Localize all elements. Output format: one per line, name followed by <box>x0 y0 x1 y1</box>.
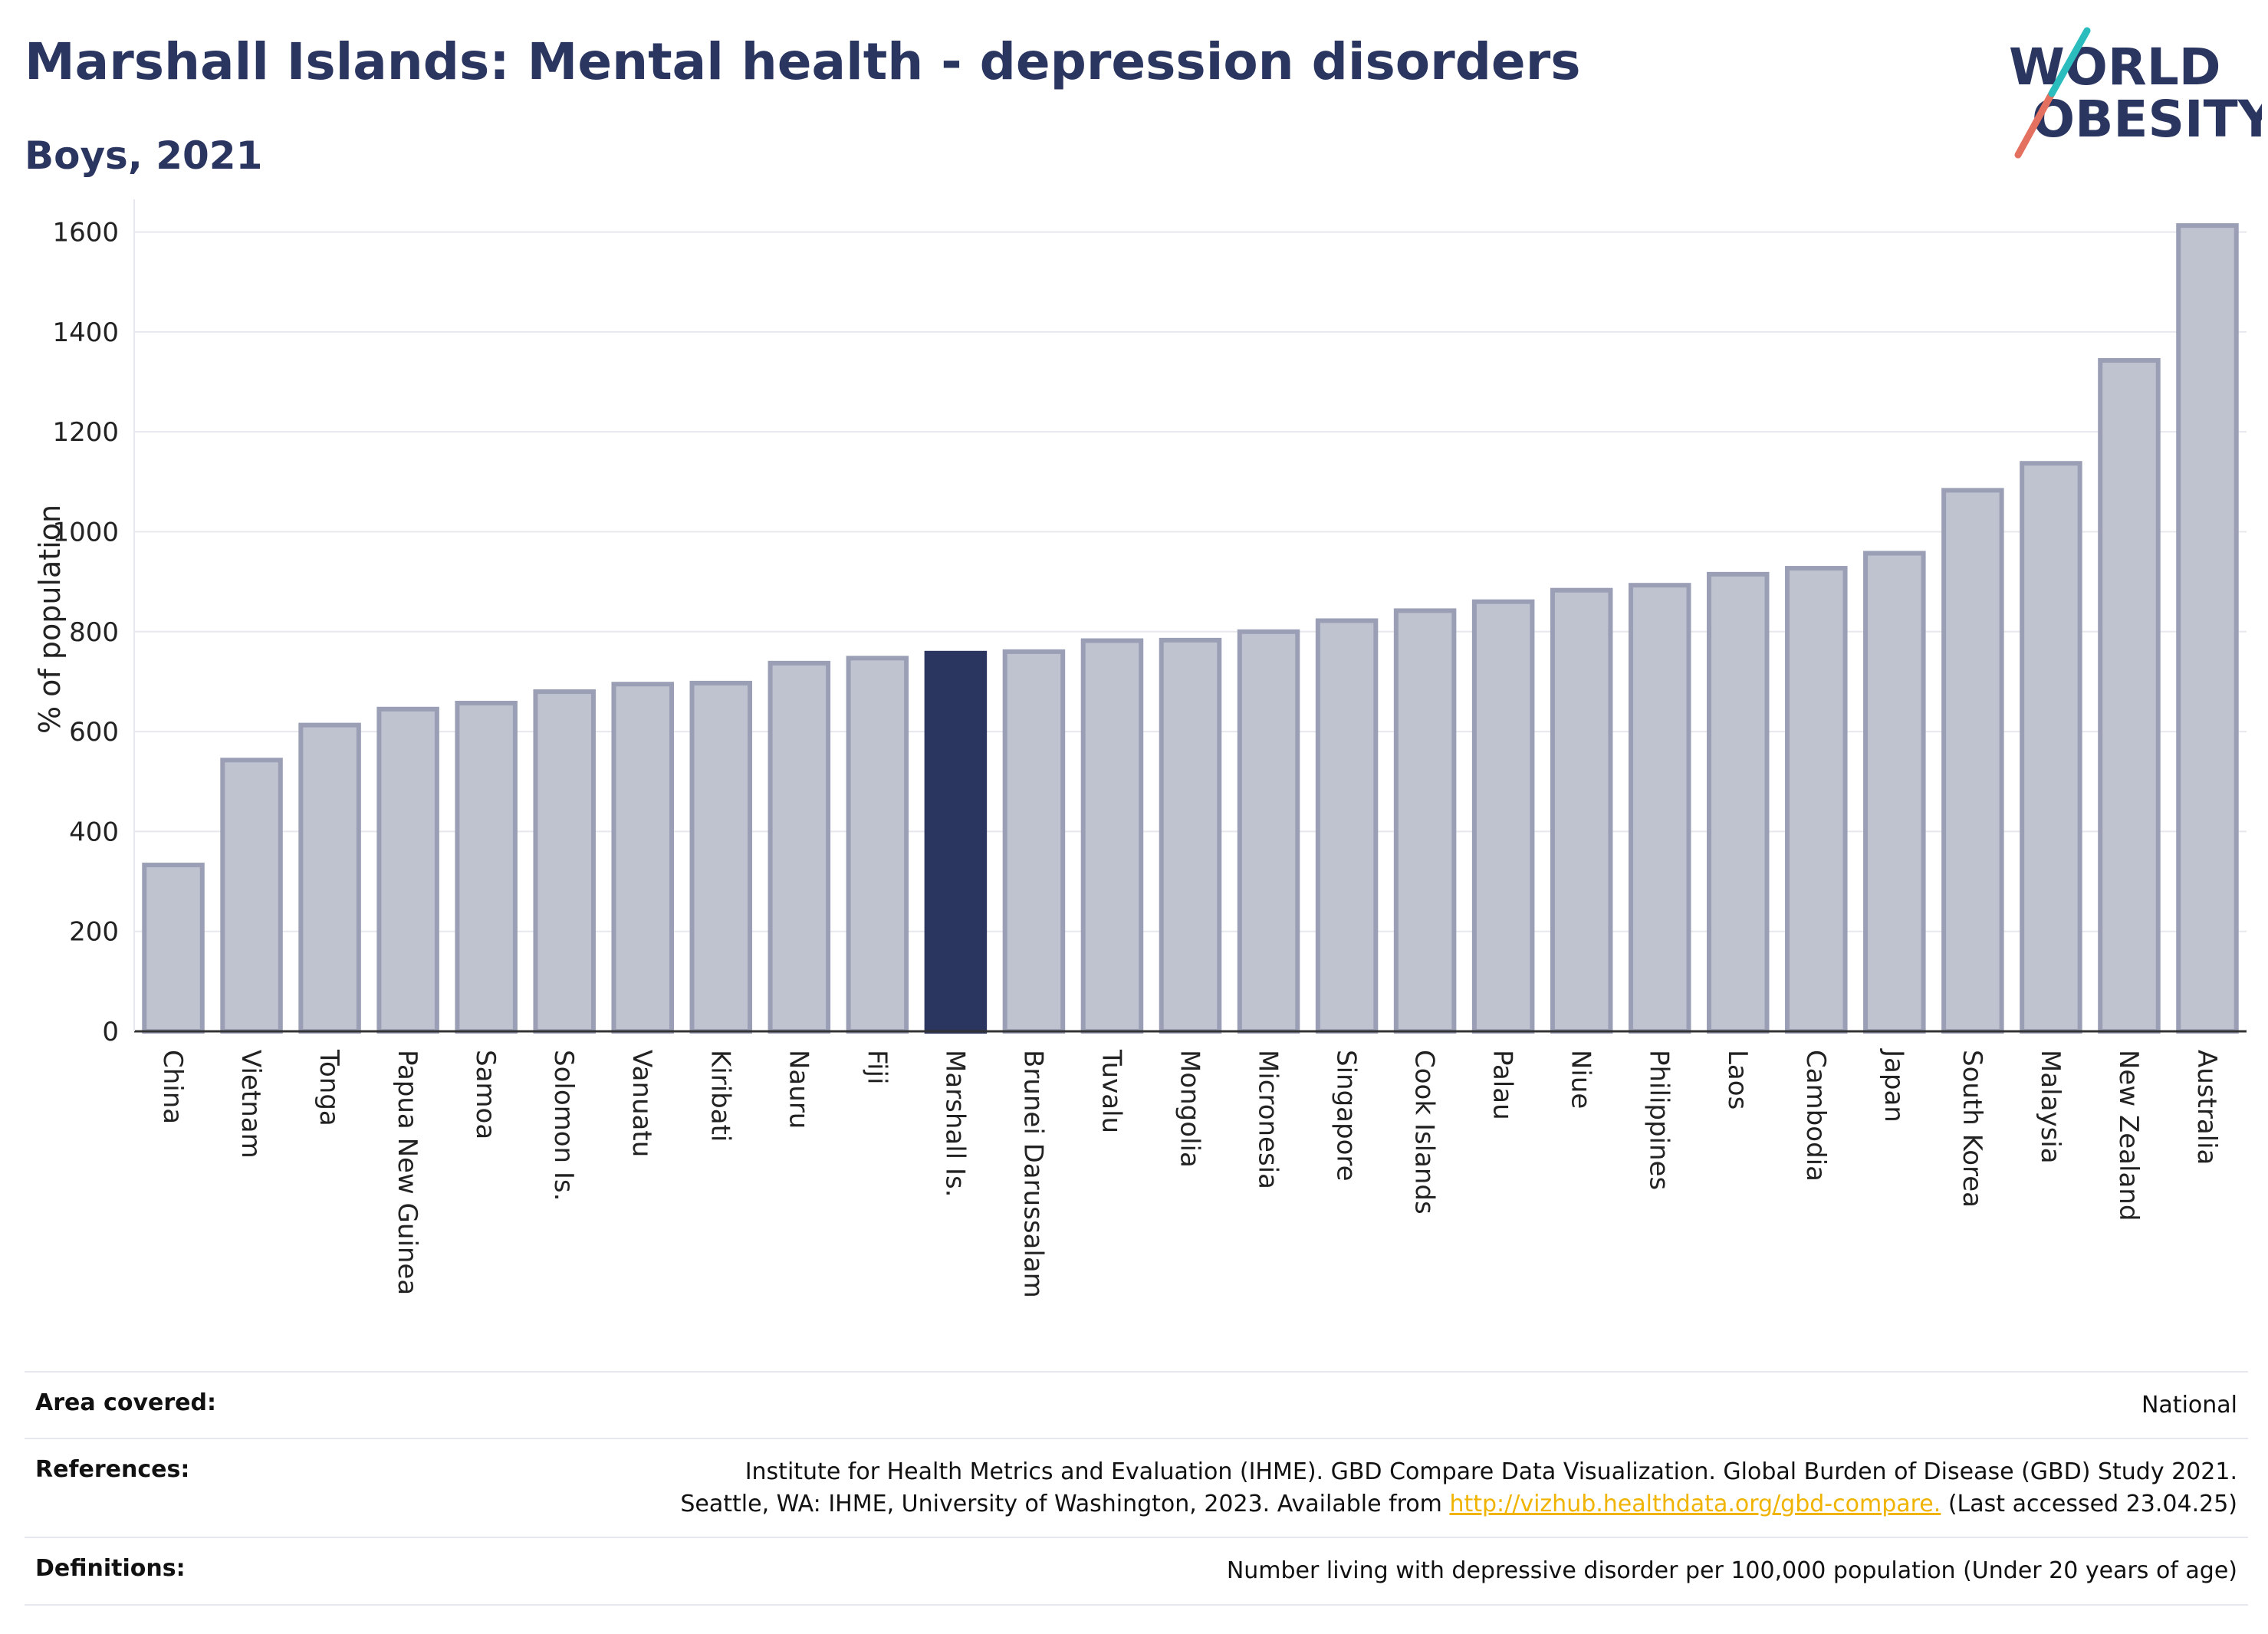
x-tick-label: Kiribati <box>705 1050 735 1142</box>
bar-fiji <box>846 656 909 1034</box>
bar-tuvalu <box>1080 638 1144 1034</box>
x-tick-label: Marshall Is. <box>939 1050 970 1198</box>
bar-japan <box>1863 551 1926 1034</box>
bar-australia <box>2176 223 2239 1034</box>
bar-south-korea <box>1941 488 2004 1034</box>
bar-cook-islands <box>1393 608 1457 1034</box>
x-tick-label: Samoa <box>470 1050 501 1139</box>
x-tick-label: Mongolia <box>1175 1050 1205 1168</box>
references-row: References: Institute for Health Metrics… <box>25 1438 2248 1537</box>
x-tick-label: Papua New Guinea <box>392 1050 422 1295</box>
chart-title: Marshall Islands: Mental health - depres… <box>25 32 1581 91</box>
x-tick-label: Nauru <box>783 1050 814 1129</box>
bar-nauru <box>768 660 831 1034</box>
logo-graphic: WORLD OBESITY <box>2009 27 2268 159</box>
references-label: References: <box>35 1456 190 1484</box>
y-tick-label: 800 <box>69 617 119 648</box>
logo-line1: WORLD <box>2009 38 2221 97</box>
bar-new-zealand <box>2098 358 2161 1034</box>
bars <box>142 223 2239 1034</box>
x-tick-label: Singapore <box>1331 1050 1362 1182</box>
x-tick-label: Vanuatu <box>626 1050 657 1157</box>
x-tick-label: Vietnam <box>235 1050 266 1159</box>
bar-philippines <box>1628 583 1691 1034</box>
x-tick-label: New Zealand <box>2113 1050 2144 1221</box>
area-covered-label: Area covered: <box>35 1389 216 1416</box>
x-tick-label: Malaysia <box>2035 1050 2066 1164</box>
bar-niue <box>1550 587 1613 1034</box>
x-tick-label: Fiji <box>861 1050 892 1084</box>
bar-palau <box>1471 599 1535 1034</box>
references-link[interactable]: http://vizhub.healthdata.org/gbd-compare… <box>1449 1490 1941 1517</box>
y-tick-label: 0 <box>102 1017 119 1047</box>
bar-kiribati <box>689 680 753 1034</box>
logo-line2: OBESITY <box>2032 90 2262 149</box>
y-tick-label: 1000 <box>52 517 119 547</box>
bar-papua-new-guinea <box>376 706 439 1034</box>
bar-solomon-is <box>533 689 596 1034</box>
y-tick-label: 400 <box>69 817 119 847</box>
bar-chart: 0 200 400 600 800 1000 1200 1400 1600 China Vietn… <box>33 199 2247 1298</box>
x-tick-label: Tuvalu <box>1096 1049 1126 1133</box>
x-tick-label: Solomon Is. <box>548 1050 579 1201</box>
y-tick-label: 200 <box>69 917 119 948</box>
references-line2-pre: Seattle, WA: IHME, University of Washing… <box>680 1490 1450 1517</box>
x-tick-label: Laos <box>1722 1050 1753 1110</box>
bar-malaysia <box>2020 461 2082 1034</box>
x-axis-ticks: China Vietnam Tonga Papua New Guinea Samoa So… <box>157 1048 2222 1298</box>
chart-subtitle: Boys, 2021 <box>25 133 263 178</box>
references-line2-post: (Last accessed 23.04.25) <box>1941 1490 2237 1517</box>
x-tick-label: Philippines <box>1644 1050 1675 1190</box>
y-axis-label: % of population <box>33 505 67 734</box>
bar-singapore <box>1315 618 1379 1034</box>
x-tick-label: Brunei Darussalam <box>1017 1050 1048 1298</box>
x-tick-label: Tonga <box>314 1049 344 1126</box>
footer-metadata: Area covered: National References: Insti… <box>25 1371 2248 1606</box>
y-axis-ticks: 0 200 400 600 800 1000 1200 1400 1600 <box>52 218 119 1047</box>
x-tick-label: Niue <box>1566 1050 1596 1109</box>
references-line1: Institute for Health Metrics and Evaluat… <box>744 1458 2237 1486</box>
logo-slash-teal <box>2048 27 2091 97</box>
area-covered-row: Area covered: National <box>25 1371 2248 1438</box>
bar-brunei-darussalam <box>1002 649 1066 1034</box>
logo-slash-coral <box>2014 90 2056 159</box>
x-tick-label: Palau <box>1487 1050 1518 1120</box>
bar-china <box>142 863 205 1034</box>
y-tick-label: 1400 <box>52 317 119 348</box>
x-tick-label: Cambodia <box>1800 1050 1831 1182</box>
y-tick-label: 1600 <box>52 218 119 248</box>
bar-mongolia <box>1159 637 1222 1034</box>
bar-vietnam <box>220 758 283 1034</box>
bar-marshall-is <box>924 650 988 1034</box>
x-tick-label: Australia <box>2191 1050 2222 1165</box>
world-obesity-logo: WORLD OBESITY <box>2001 23 2268 169</box>
bar-micronesia <box>1237 629 1300 1034</box>
bar-samoa <box>455 700 518 1034</box>
references-value: Institute for Health Metrics and Evaluat… <box>680 1456 2237 1520</box>
x-tick-label: Japan <box>1878 1048 1909 1123</box>
y-tick-label: 600 <box>69 717 119 748</box>
bar-cambodia <box>1785 566 1848 1034</box>
x-tick-label: China <box>157 1050 188 1124</box>
x-tick-label: Cook Islands <box>1409 1050 1440 1215</box>
definitions-row: Definitions: Number living with depressi… <box>25 1537 2248 1606</box>
x-tick-label: South Korea <box>1957 1050 1987 1208</box>
bar-vanuatu <box>611 682 674 1034</box>
definitions-value: Number living with depressive disorder p… <box>1226 1557 2237 1585</box>
bar-laos <box>1707 571 1770 1034</box>
bar-tonga <box>298 722 361 1034</box>
y-tick-label: 1200 <box>52 417 119 448</box>
area-covered-value: National <box>2141 1392 2237 1419</box>
x-tick-label: Micronesia <box>1253 1050 1284 1189</box>
definitions-label: Definitions: <box>35 1555 186 1583</box>
